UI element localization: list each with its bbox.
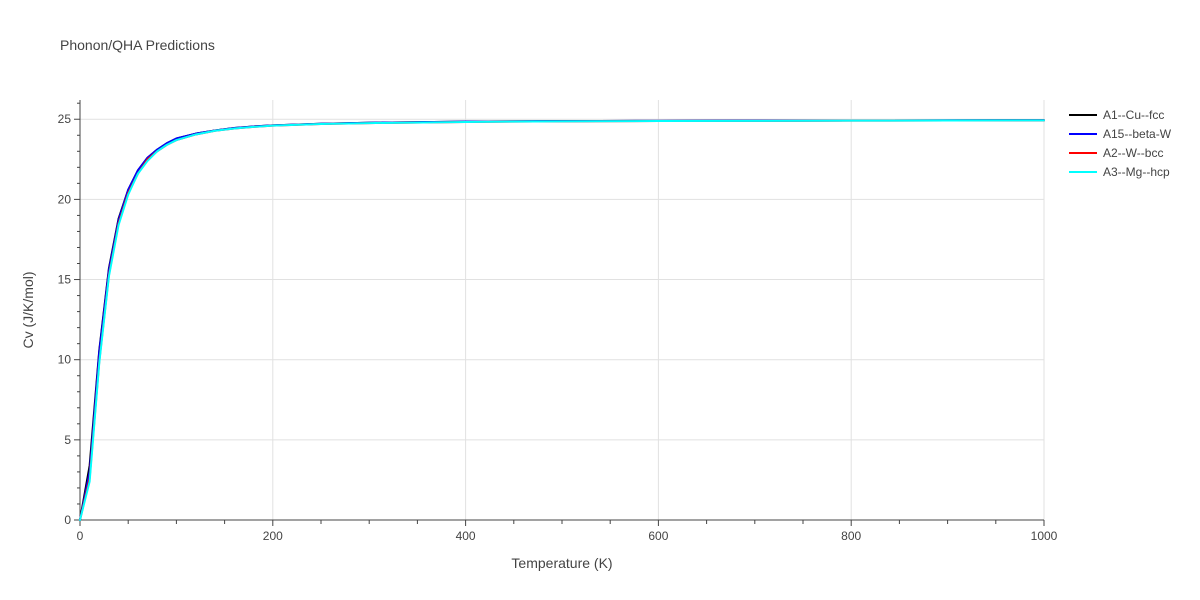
legend-item-label[interactable]: A15--beta-W bbox=[1103, 127, 1172, 141]
series-line-a15-beta-w bbox=[79, 119, 1045, 521]
series-lines bbox=[79, 119, 1045, 521]
axes: 0 200 400 600 800 1000 0 5 10 15 20 25 bbox=[58, 100, 1058, 543]
y-axis-title: Cv (J/K/mol) bbox=[20, 272, 36, 349]
chart-title: Phonon/QHA Predictions bbox=[60, 37, 215, 53]
legend-item-label[interactable]: A3--Mg--hcp bbox=[1103, 165, 1170, 179]
x-tick-label: 0 bbox=[77, 529, 84, 543]
y-tick-label: 20 bbox=[58, 192, 72, 206]
y-tick-label: 15 bbox=[58, 273, 72, 287]
x-tick-label: 800 bbox=[841, 529, 861, 543]
legend-item-label[interactable]: A2--W--bcc bbox=[1103, 146, 1163, 160]
x-axis-title: Temperature (K) bbox=[511, 555, 612, 571]
legend-item-label[interactable]: A1--Cu--fcc bbox=[1103, 108, 1164, 122]
grid bbox=[80, 100, 1045, 520]
x-tick-label: 200 bbox=[263, 529, 283, 543]
x-tick-label: 400 bbox=[456, 529, 476, 543]
series-line-a1-cu-fcc bbox=[79, 119, 1045, 521]
x-tick-label: 600 bbox=[648, 529, 668, 543]
x-tick-label: 1000 bbox=[1031, 529, 1058, 543]
series-line-a3-mg-hcp bbox=[79, 119, 1045, 521]
legend: A1--Cu--fcc A15--beta-W A2--W--bcc A3--Mg--… bbox=[1069, 108, 1172, 179]
y-tick-label: 0 bbox=[64, 513, 71, 527]
y-tick-label: 25 bbox=[58, 112, 72, 126]
series-line-a2-w-bcc bbox=[79, 119, 1045, 521]
y-tick-label: 10 bbox=[58, 353, 72, 367]
y-tick-label: 5 bbox=[64, 433, 71, 447]
